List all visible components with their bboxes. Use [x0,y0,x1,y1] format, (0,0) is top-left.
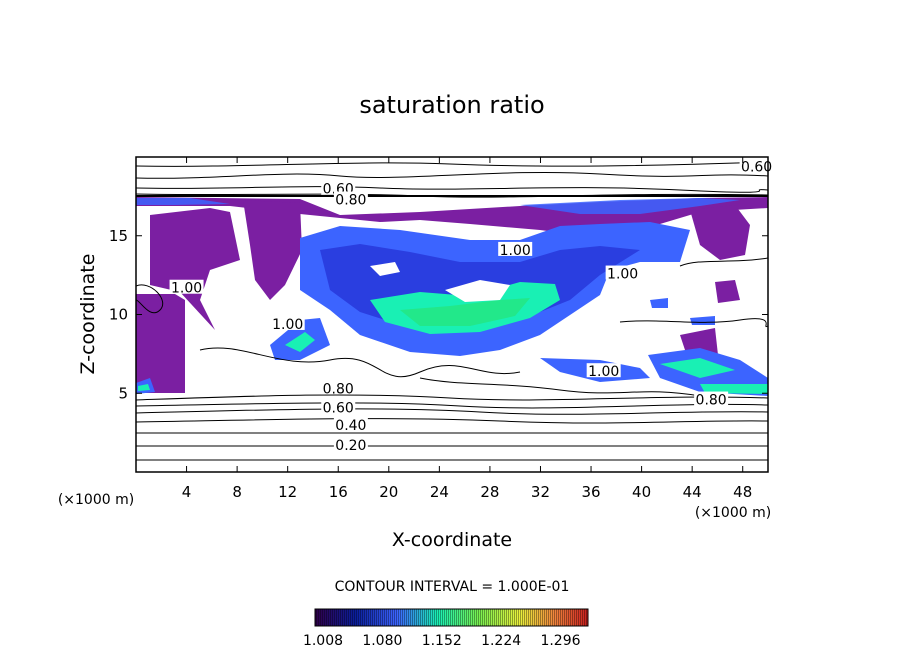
contour-label-bg [498,241,533,256]
y-axis-label: Z-coordinate [77,254,99,375]
field-region-right-small-1 [715,280,740,303]
contour-label-bg [321,399,356,414]
x-unit-label: (×1000 m) [695,505,771,521]
field-region-lower-left-green [138,384,150,391]
contour-interval-text: CONTOUR INTERVAL = 1.000E-01 [335,579,570,595]
field-region-upper-blue [136,198,740,214]
field-region-left-strand-green [285,332,315,352]
colorbar-labels: 1.008 1.080 1.152 1.224 1.296 [303,633,581,649]
field-hole-1 [445,280,510,302]
x-tick-label: 4 [182,483,192,501]
x-tick-label: 8 [232,483,242,501]
contour-label-bg [321,380,356,395]
y-tick-label: 5 [118,384,128,402]
contour-line [136,394,768,401]
contour-line [136,171,768,179]
x-tick-label: 12 [278,483,297,501]
colorbar-label: 1.008 [303,633,343,649]
x-tick-label: 40 [632,483,651,501]
contour-label-bg [333,416,368,431]
colorbar-label: 1.296 [540,633,580,649]
field-region-right-small-2 [650,298,715,325]
contour-label-bg [694,391,729,406]
contour-label: 0.80 [696,393,727,409]
contour-label: 0.40 [335,418,366,434]
colorbar-label: 1.080 [362,633,402,649]
contour-label-bg [739,158,774,173]
contour-line [136,418,768,424]
colorbar-label: 1.224 [481,633,521,649]
contour-label: 1.00 [272,317,303,333]
x-tick-label: 20 [379,483,398,501]
field-region-left-patch [243,200,302,300]
field-region-left-upper [150,208,240,330]
y-tick-label: 15 [109,227,128,245]
contour-line [199,347,521,378]
field-region-right-lower-green [660,358,768,394]
y-axis: 5 10 15 [109,227,768,402]
z-unit-label: (×1000 m) [58,492,134,508]
contour-label-bg [270,315,305,330]
x-tick-label: 32 [531,483,550,501]
contour-label: 0.60 [323,400,354,416]
contour-line [679,257,768,267]
contour-line [136,284,163,314]
contour-lines [136,161,768,461]
contour-line [419,377,701,397]
x-axis: 4 8 12 16 20 24 28 32 36 40 44 48 [182,157,752,501]
contour-label: 1.00 [588,364,619,380]
x-tick-label: 44 [683,483,702,501]
contour-line [619,318,768,328]
x-axis-label: X-coordinate [392,529,512,551]
contour-label-bg [333,191,368,206]
contour-label-bg [333,437,368,452]
contour-label-bg [605,265,640,280]
contour-label-bg [586,363,621,378]
contour-label: 0.80 [335,193,366,209]
colorbar-label: 1.152 [422,633,462,649]
contour-label: 1.00 [171,281,202,297]
contour-label: 1.00 [607,267,638,283]
field-region-right-upper [690,205,750,260]
contour-label: 0.60 [741,159,772,175]
contour-label: 0.20 [335,438,366,454]
contour-line [136,161,768,167]
contour-label: 0.80 [323,382,354,398]
y-tick-label: 10 [109,306,128,324]
contour-line [136,186,768,193]
x-tick-label: 24 [430,483,449,501]
contour-line [136,408,768,415]
colorbar: 1.008 1.080 1.152 1.224 1.296 [303,608,589,649]
contour-line [136,402,768,409]
field-region-left-column [136,294,185,393]
field-region-cloud-green-2 [400,298,530,326]
saturation-field [136,197,768,396]
contour-label: 1.00 [500,243,531,259]
contour-labels: 0.600.600.801.001.001.001.001.000.800.60… [169,158,774,454]
contour-label-bg [169,279,204,294]
colorbar-stripes [315,609,588,626]
x-tick-label: 28 [480,483,499,501]
chart-title: saturation ratio [359,91,544,119]
x-tick-label: 36 [581,483,600,501]
contour-label-bg [321,180,356,195]
x-tick-label: 16 [329,483,348,501]
x-tick-label: 48 [733,483,752,501]
colorbar-frame [314,608,589,627]
field-hole-2 [370,262,400,276]
